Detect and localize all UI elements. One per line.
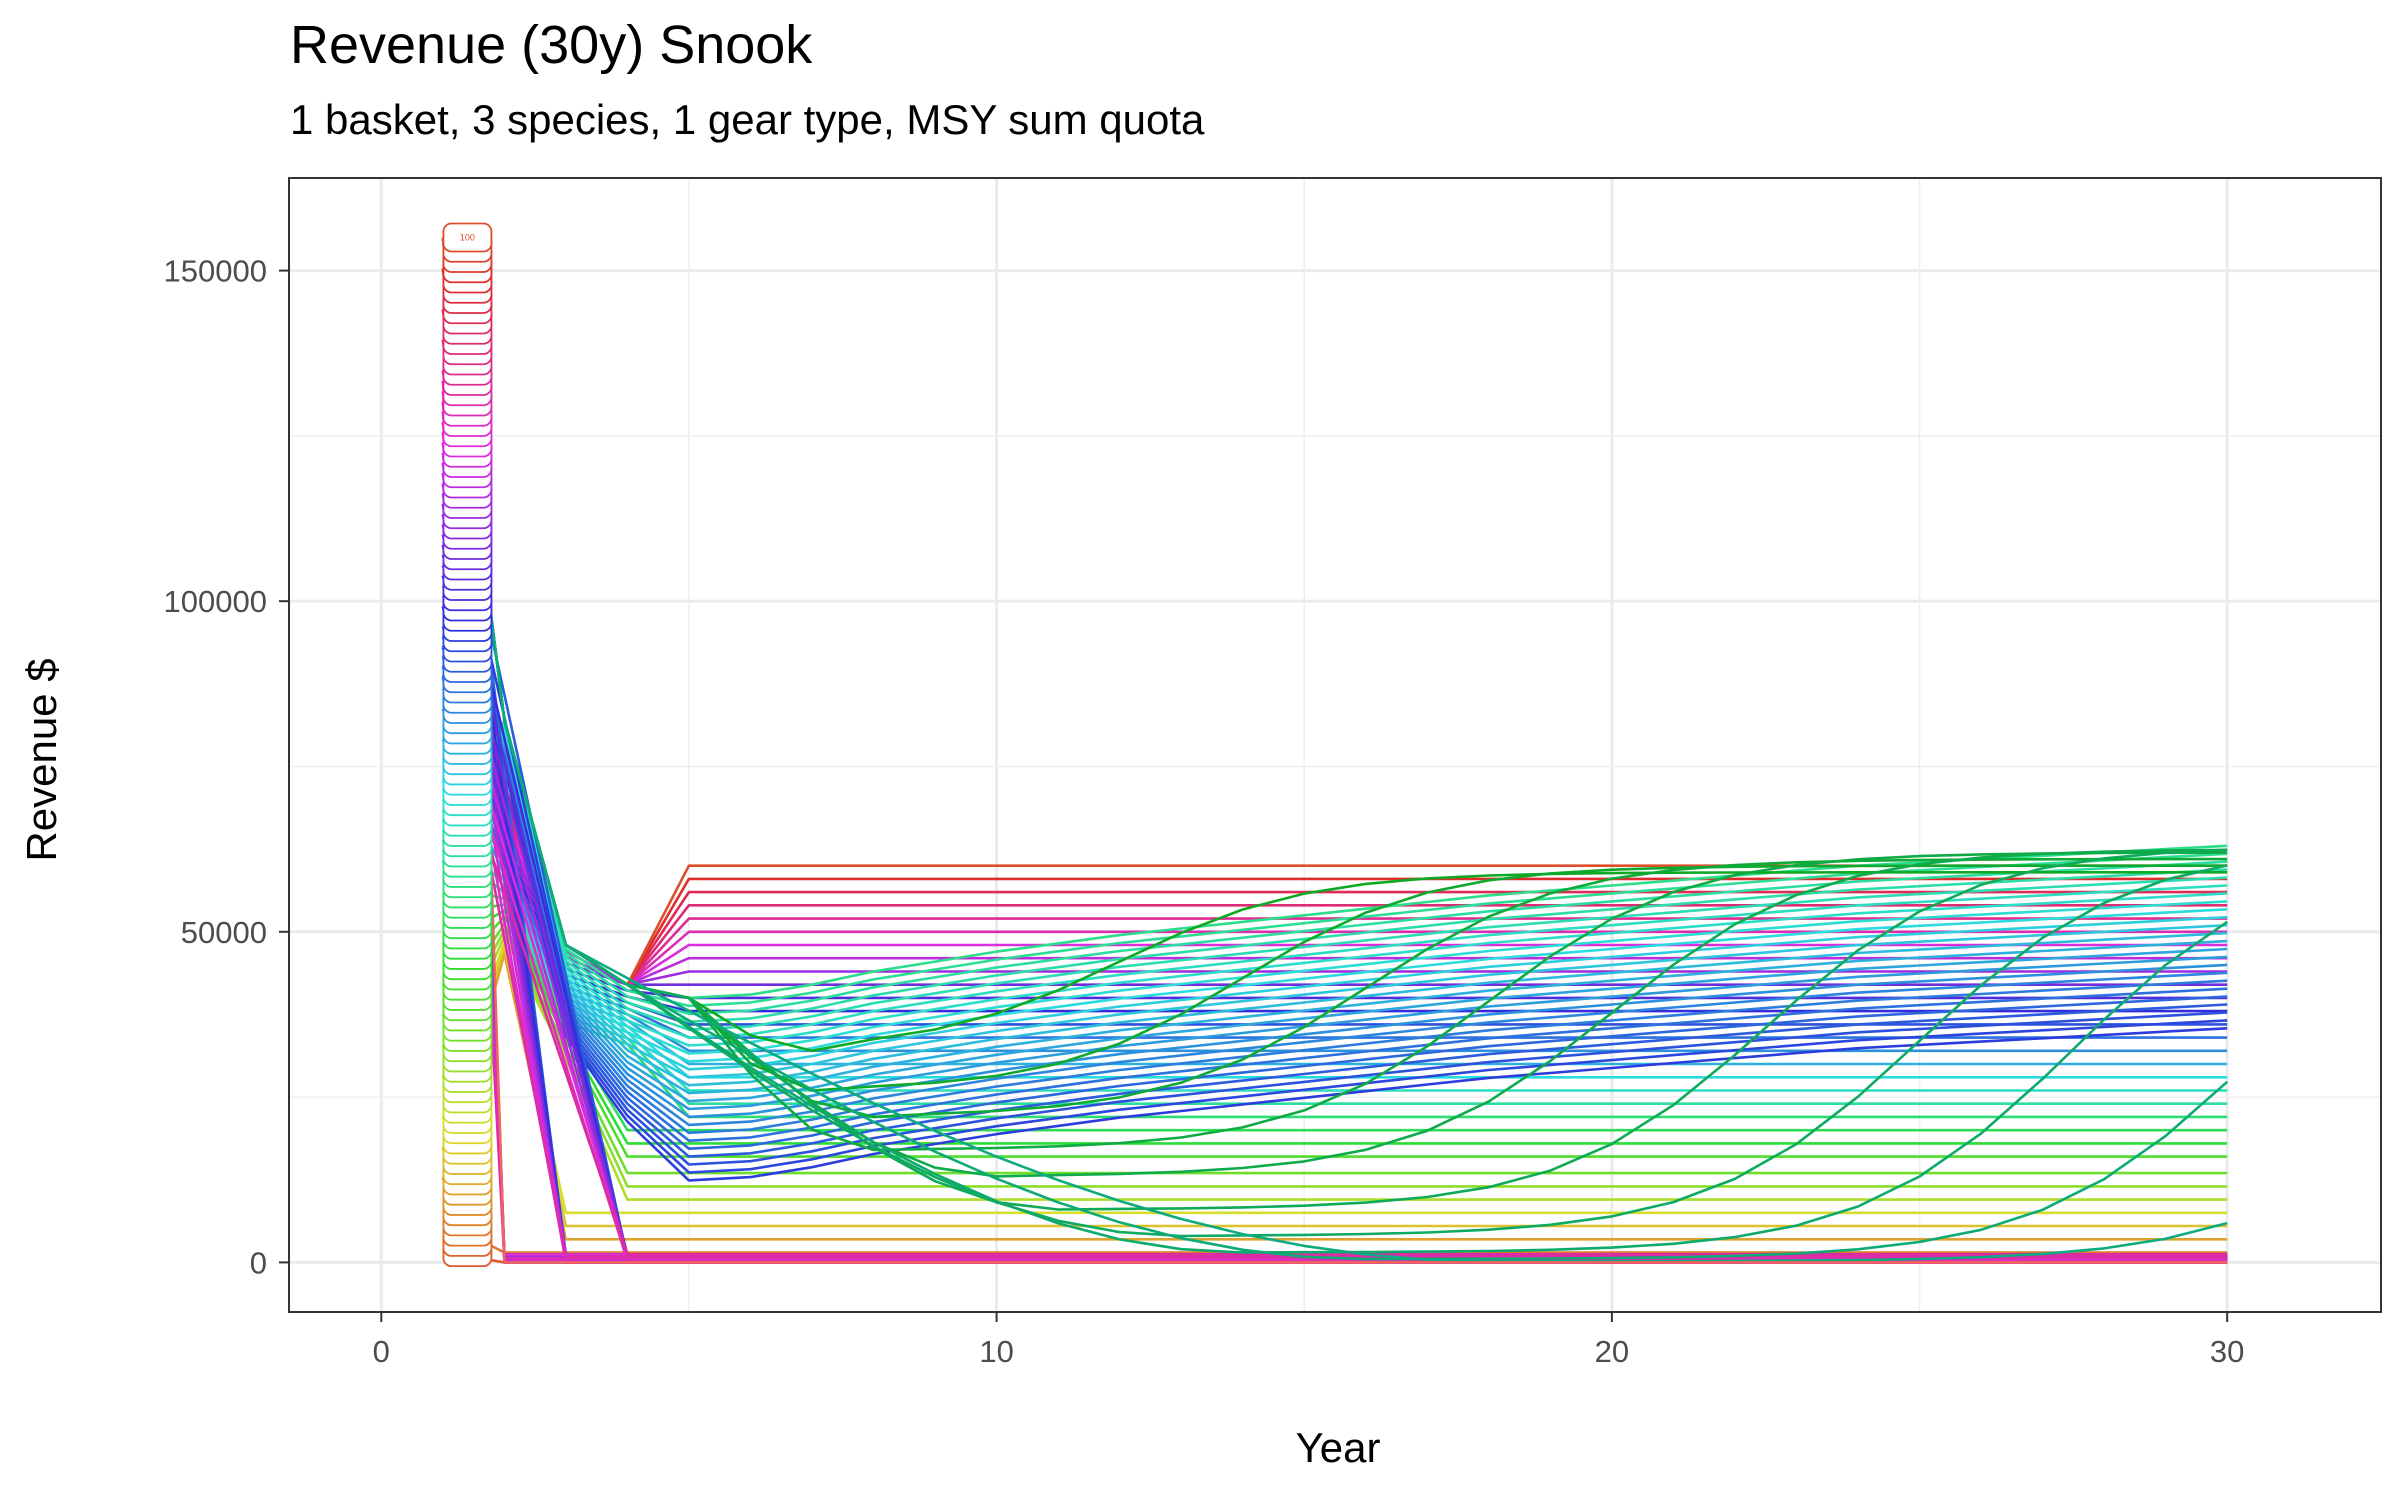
collapse-series-line bbox=[441, 442, 2228, 1258]
start-label-text: 100 bbox=[460, 233, 475, 243]
envelope-series-line bbox=[441, 646, 2228, 1166]
collapse-series-line bbox=[441, 411, 2228, 1262]
recovery-series-line bbox=[441, 237, 2228, 1263]
envelope-series-line bbox=[441, 726, 2228, 1031]
envelope-series-line bbox=[441, 720, 2228, 1008]
y-tick-label: 50000 bbox=[181, 915, 267, 950]
start-label-layer: 100 bbox=[442, 222, 493, 1268]
envelope-series-line bbox=[441, 667, 2228, 1150]
chart-subtitle: 1 basket, 3 species, 1 gear type, MSY su… bbox=[290, 96, 1205, 143]
flat-series-line bbox=[441, 442, 2228, 986]
envelope-series-line bbox=[441, 724, 2228, 1023]
recovery-series-line bbox=[441, 237, 2228, 1053]
start-label-box bbox=[442, 222, 493, 253]
flat-series-line bbox=[441, 934, 2228, 1201]
flat-series-line bbox=[441, 503, 2228, 986]
recovery-series-line bbox=[441, 237, 2228, 1211]
x-tick-label: 30 bbox=[2210, 1334, 2244, 1369]
axis-layer: 0 10 20 30 0 50000 100000 150000 bbox=[164, 254, 2245, 1369]
envelope-series-line bbox=[441, 728, 2228, 1039]
collapse-series-line bbox=[441, 421, 2228, 1264]
envelope-series-line bbox=[442, 728, 2228, 1103]
envelope-series-line bbox=[441, 636, 2228, 1174]
y-tick-label: 150000 bbox=[164, 254, 267, 289]
y-tick-label: 100000 bbox=[164, 584, 267, 619]
panel-border bbox=[288, 177, 2382, 1313]
flat-series-line bbox=[441, 647, 2228, 1026]
envelope-series-line bbox=[441, 677, 2228, 1142]
envelope-series-line bbox=[441, 657, 2228, 1158]
flat-series-line bbox=[441, 841, 2228, 1105]
y-tick-label: 0 bbox=[250, 1245, 267, 1280]
recovery-series-line bbox=[441, 237, 2229, 1261]
flat-series-line bbox=[441, 922, 2228, 1175]
envelope-series-line bbox=[442, 736, 2228, 1071]
x-tick-label: 20 bbox=[1595, 1334, 1629, 1369]
flat-series-line bbox=[441, 946, 2228, 1228]
recovery-series-line bbox=[441, 237, 2228, 1254]
chart-title: Revenue (30y) Snook bbox=[290, 15, 813, 75]
x-axis-label: Year bbox=[1295, 1424, 1381, 1471]
flat-series-line bbox=[441, 940, 2228, 1215]
collapse-series-line bbox=[441, 391, 2228, 1258]
envelope-series-line bbox=[442, 740, 2228, 1087]
flat-series-line bbox=[442, 909, 2228, 1145]
envelope-series-line bbox=[441, 626, 2228, 1182]
envelope-series-line bbox=[441, 687, 2228, 1135]
flat-series-line bbox=[441, 309, 2228, 986]
recovery-series-line bbox=[441, 237, 2228, 1119]
recovery-series-line bbox=[441, 237, 2228, 1092]
envelope-series-line bbox=[442, 707, 2228, 1119]
flat-series-line bbox=[441, 339, 2228, 986]
x-tick-label: 0 bbox=[373, 1334, 390, 1369]
envelope-series-line bbox=[442, 734, 2228, 1063]
envelope-series-line bbox=[442, 738, 2228, 1079]
flat-series-line bbox=[441, 401, 2228, 986]
recovery-series-line bbox=[441, 237, 2228, 1238]
collapse-series-line bbox=[441, 503, 2228, 1260]
series-layer bbox=[441, 237, 2229, 1264]
flat-series-line bbox=[441, 928, 2228, 1188]
envelope-series-line bbox=[441, 697, 2228, 1127]
envelope-series-line bbox=[442, 718, 2228, 1111]
flat-series-line bbox=[442, 881, 2228, 1119]
x-tick-label: 10 bbox=[979, 1334, 1013, 1369]
